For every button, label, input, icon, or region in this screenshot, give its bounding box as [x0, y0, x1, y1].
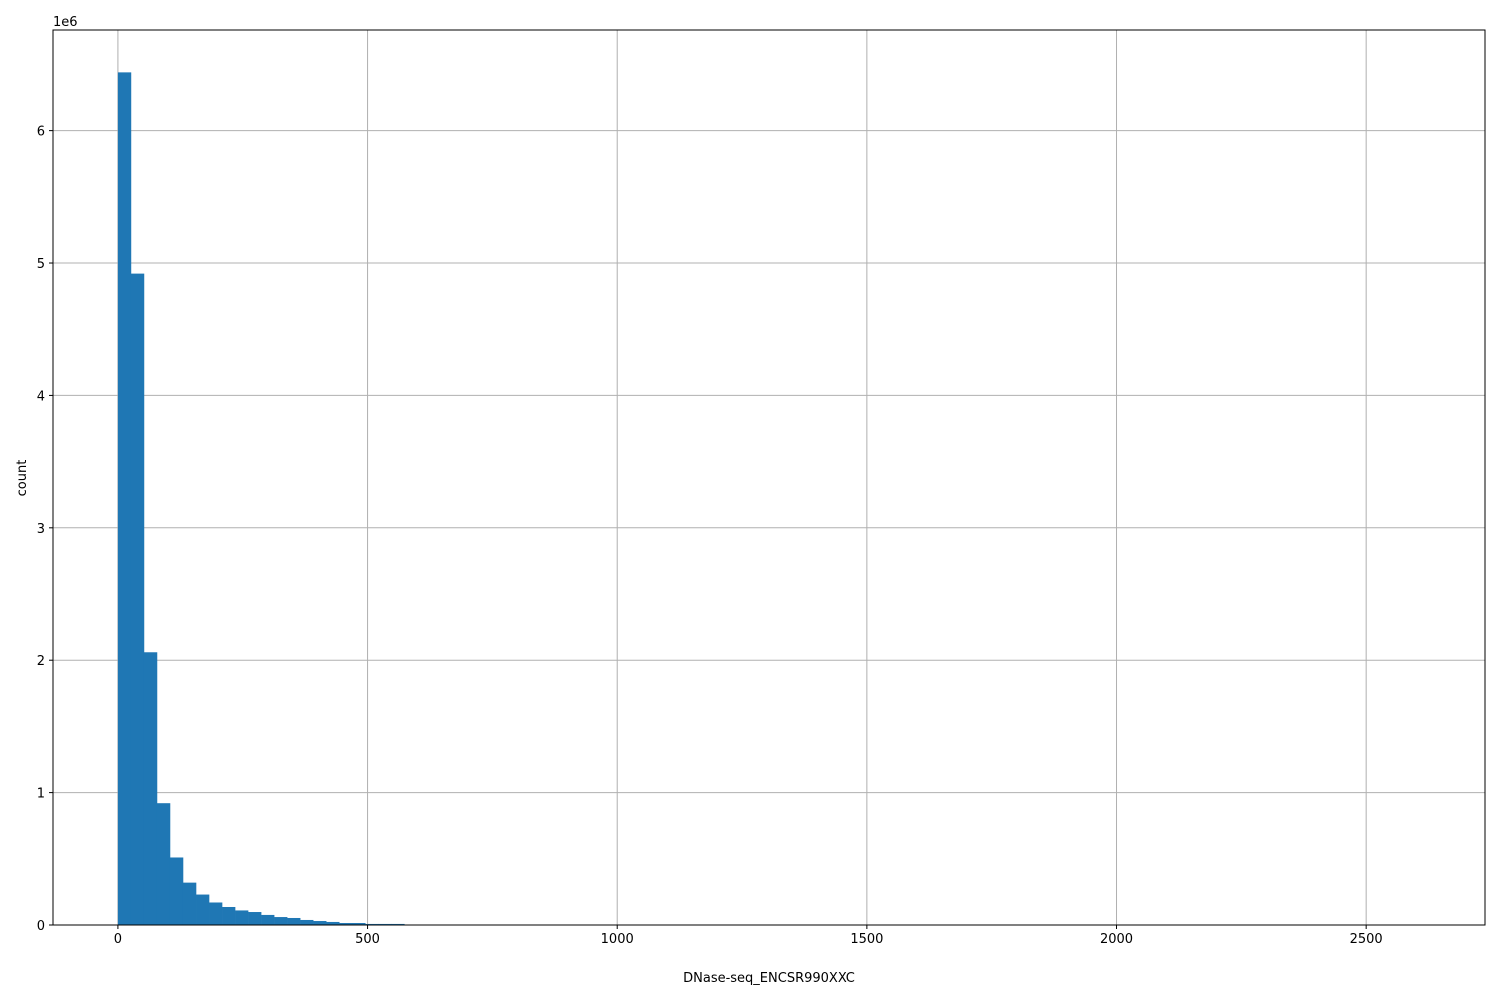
histogram-bar: [261, 914, 275, 925]
y-tick-label: 5: [37, 257, 45, 272]
plot-frame: [52, 29, 1486, 926]
x-axis-label: DNase-seq_ENCSR990XXC: [683, 971, 855, 986]
x-tick-label: 1500: [850, 932, 883, 947]
y-tick-label: 4: [37, 389, 45, 404]
histogram-bar: [196, 894, 210, 925]
x-tick-label: 1000: [601, 932, 634, 947]
histogram-bar: [326, 921, 340, 925]
histogram-bar: [287, 917, 301, 925]
histogram-bar: [300, 919, 314, 925]
y-tick-label: 1: [37, 787, 45, 802]
histogram-bar: [313, 921, 327, 925]
histogram-bar: [156, 803, 171, 925]
histogram-bar: [274, 917, 288, 925]
histogram-bar: [130, 273, 145, 925]
histogram-bar: [339, 923, 353, 925]
histogram-bar: [117, 72, 132, 925]
histogram-bar: [378, 923, 392, 925]
histogram-bar: [209, 902, 223, 925]
histogram-bar: [222, 906, 236, 925]
x-tick-label: 2000: [1100, 932, 1133, 947]
histogram-bars: [117, 72, 405, 925]
grid: [53, 30, 1485, 926]
ticks: 0 500 1000 1500 2000 2500 0 1 2 3 4 5 6: [37, 125, 1383, 947]
histogram-bar: [235, 910, 249, 925]
y-tick-label: 3: [37, 522, 45, 537]
y-tick-label: 2: [37, 654, 45, 669]
y-tick-label: 0: [37, 919, 45, 934]
x-tick-label: 500: [355, 932, 380, 947]
histogram-bar: [169, 857, 184, 925]
histogram-bar: [143, 652, 158, 925]
y-axis-label: count: [15, 460, 30, 497]
y-offset-label: 1e6: [53, 15, 78, 30]
histogram-bar: [248, 912, 262, 925]
histogram-bar: [352, 923, 366, 925]
y-tick-label: 6: [37, 125, 45, 140]
histogram-bar: [391, 923, 405, 925]
histogram-bar: [365, 923, 379, 925]
x-tick-label: 2500: [1350, 932, 1383, 947]
histogram-bar: [182, 882, 197, 925]
x-tick-label: 0: [114, 932, 122, 947]
